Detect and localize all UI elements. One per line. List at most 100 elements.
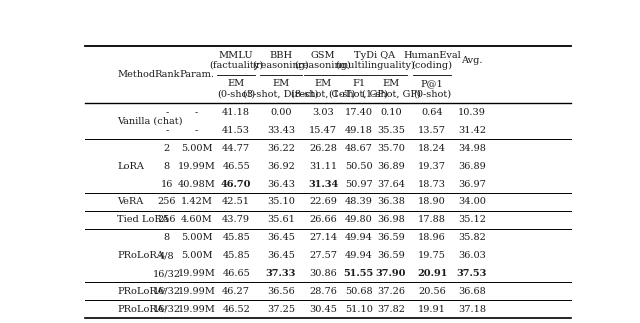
Text: 4/8: 4/8 [159,251,175,260]
Text: 36.43: 36.43 [267,180,295,189]
Text: 16: 16 [161,180,173,189]
Text: 35.35: 35.35 [377,126,405,135]
Text: 37.64: 37.64 [377,180,405,189]
Text: 16/32: 16/32 [153,269,181,278]
Text: EM
(1-shot, GP): EM (1-shot, GP) [362,79,420,99]
Text: 15.47: 15.47 [309,126,337,135]
Text: 19.99M: 19.99M [178,305,216,314]
Text: 19.99M: 19.99M [178,162,216,171]
Text: 41.18: 41.18 [222,108,250,117]
Text: 37.33: 37.33 [266,269,296,278]
Text: F1
(1-shot, GP): F1 (1-shot, GP) [330,79,388,99]
Text: 28.76: 28.76 [309,287,337,296]
Text: 19.99M: 19.99M [178,287,216,296]
Text: 40.98M: 40.98M [178,180,216,189]
Text: 42.51: 42.51 [222,197,250,206]
Text: Vanilla (chat): Vanilla (chat) [117,117,182,126]
Text: -: - [165,126,168,135]
Text: 35.82: 35.82 [458,233,486,242]
Text: 35.70: 35.70 [377,144,405,153]
Text: 19.91: 19.91 [418,305,446,314]
Text: 45.85: 45.85 [222,233,250,242]
Text: 45.85: 45.85 [222,251,250,260]
Text: 36.56: 36.56 [267,287,295,296]
Text: 18.73: 18.73 [418,180,446,189]
Text: 50.97: 50.97 [345,180,372,189]
Text: 8: 8 [164,162,170,171]
Text: 18.90: 18.90 [419,197,446,206]
Text: 17.40: 17.40 [345,108,372,117]
Text: Method: Method [117,70,156,79]
Text: PRoLoRAʲ: PRoLoRAʲ [117,305,166,314]
Text: 30.86: 30.86 [309,269,337,278]
Text: 5.00M: 5.00M [180,144,212,153]
Text: 36.97: 36.97 [458,180,486,189]
Text: 27.14: 27.14 [309,233,337,242]
Text: P@1
(0-shot): P@1 (0-shot) [413,79,451,99]
Text: 41.53: 41.53 [222,126,250,135]
Text: 0.64: 0.64 [421,108,443,117]
Text: 31.34: 31.34 [308,180,338,189]
Text: 31.11: 31.11 [309,162,337,171]
Text: 34.00: 34.00 [458,197,486,206]
Text: 48.67: 48.67 [345,144,372,153]
Text: -: - [195,126,198,135]
Text: 30.45: 30.45 [309,305,337,314]
Text: 49.18: 49.18 [345,126,372,135]
Text: 46.65: 46.65 [222,269,250,278]
Text: -: - [165,108,168,117]
Text: -: - [195,108,198,117]
Text: 17.88: 17.88 [418,215,446,224]
Text: 19.37: 19.37 [418,162,446,171]
Text: Rank: Rank [154,70,180,79]
Text: 36.38: 36.38 [377,197,405,206]
Text: 34.98: 34.98 [458,144,486,153]
Text: TyDi QA
(multilinguality): TyDi QA (multilinguality) [335,51,415,70]
Text: 36.68: 36.68 [458,287,486,296]
Text: 10.39: 10.39 [458,108,486,117]
Text: 36.45: 36.45 [267,233,295,242]
Text: PRoLoRA: PRoLoRA [117,251,164,260]
Text: 4.60M: 4.60M [180,215,212,224]
Text: 33.43: 33.43 [267,126,295,135]
Text: 36.98: 36.98 [377,215,405,224]
Text: 37.25: 37.25 [267,305,295,314]
Text: Param.: Param. [179,70,214,79]
Text: 50.68: 50.68 [345,287,372,296]
Text: 18.24: 18.24 [418,144,446,153]
Text: EM
(0-shot): EM (0-shot) [217,79,255,99]
Text: MMLU
(factuality): MMLU (factuality) [209,51,263,70]
Text: 36.92: 36.92 [267,162,295,171]
Text: 27.57: 27.57 [309,251,337,260]
Text: 26.66: 26.66 [309,215,337,224]
Text: 36.45: 36.45 [267,251,295,260]
Text: 19.75: 19.75 [418,251,446,260]
Text: 48.39: 48.39 [345,197,372,206]
Text: 16/32: 16/32 [153,287,181,296]
Text: 51.55: 51.55 [344,269,374,278]
Text: 37.18: 37.18 [458,305,486,314]
Text: 2: 2 [164,144,170,153]
Text: Avg.: Avg. [461,56,483,65]
Text: 37.53: 37.53 [457,269,487,278]
Text: VeRA: VeRA [117,197,143,206]
Text: 46.70: 46.70 [221,180,252,189]
Text: 36.59: 36.59 [377,251,405,260]
Text: GSM
(reasoning): GSM (reasoning) [294,51,351,70]
Text: BBH
(reasoning): BBH (reasoning) [253,51,309,70]
Text: 0.00: 0.00 [270,108,292,117]
Text: EM
(3-shot, Direct): EM (3-shot, Direct) [243,79,319,99]
Text: 37.82: 37.82 [377,305,405,314]
Text: 1.42M: 1.42M [180,197,212,206]
Text: 36.89: 36.89 [458,162,486,171]
Text: PRoLoRAʳ: PRoLoRAʳ [117,287,167,296]
Text: 5.00M: 5.00M [180,251,212,260]
Text: LoRA: LoRA [117,162,144,171]
Text: EM
(8-shot, CoT): EM (8-shot, CoT) [291,79,355,99]
Text: 46.55: 46.55 [222,162,250,171]
Text: 43.79: 43.79 [222,215,250,224]
Text: 3.03: 3.03 [312,108,334,117]
Text: 46.27: 46.27 [222,287,250,296]
Text: 44.77: 44.77 [222,144,250,153]
Text: 20.91: 20.91 [417,269,447,278]
